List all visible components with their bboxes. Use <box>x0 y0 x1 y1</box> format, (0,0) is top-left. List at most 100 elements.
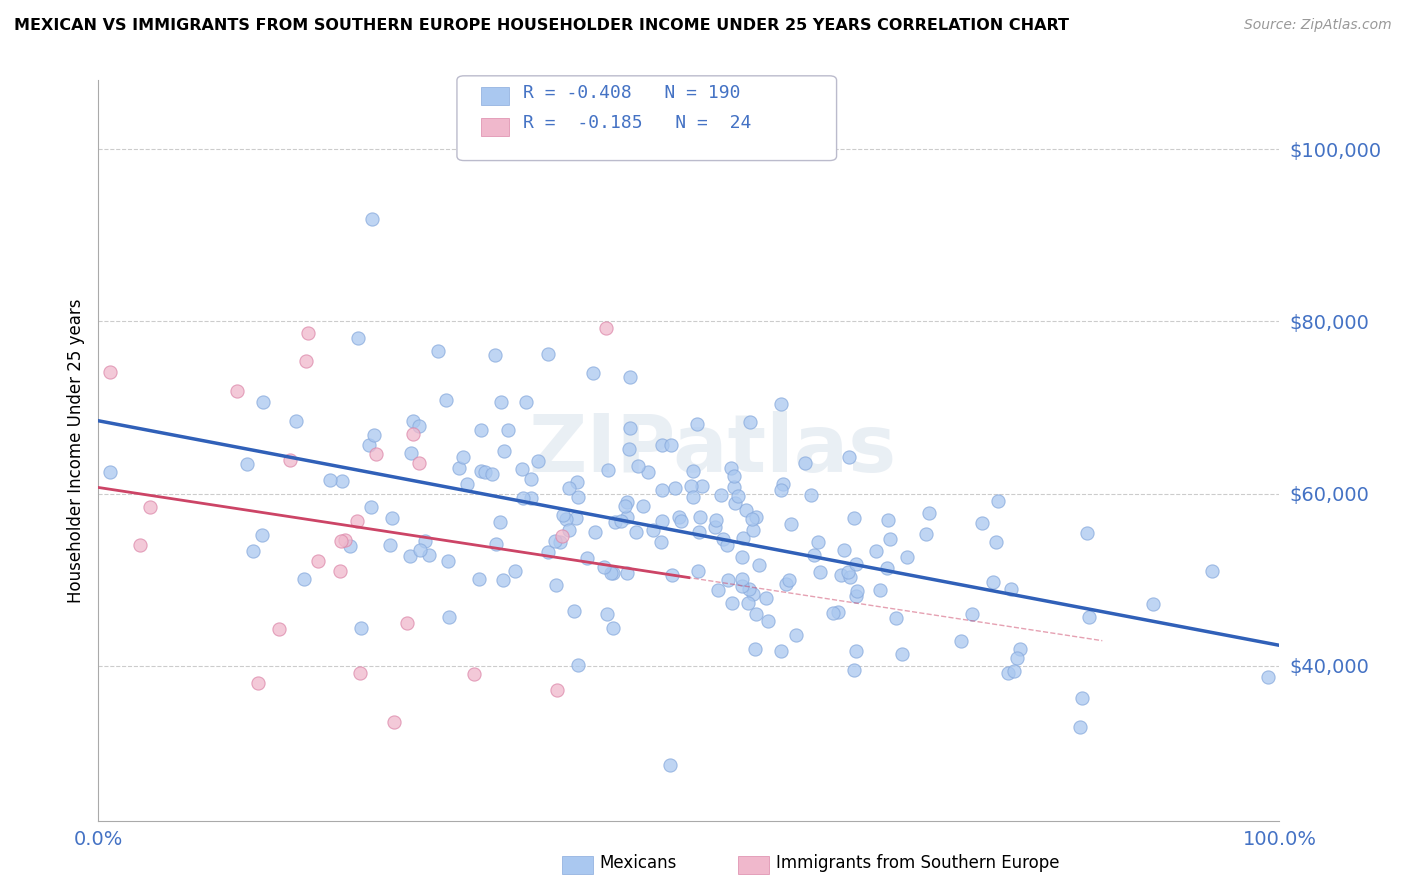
Point <box>668 509 690 524</box>
Point <box>434 392 457 407</box>
Point <box>494 444 516 458</box>
Point <box>661 568 683 582</box>
Point <box>339 539 361 553</box>
Point <box>503 564 526 578</box>
Point <box>360 500 382 514</box>
Point <box>515 395 537 409</box>
Point <box>844 663 866 677</box>
Point <box>641 523 664 537</box>
Point <box>869 582 891 597</box>
Point <box>361 212 384 227</box>
Point <box>567 658 589 673</box>
Point <box>519 491 541 505</box>
Point <box>755 591 778 606</box>
Point <box>984 535 1007 549</box>
Point <box>551 529 574 543</box>
Point <box>669 514 692 528</box>
Point <box>527 454 550 468</box>
Text: Source: ZipAtlas.com: Source: ZipAtlas.com <box>1244 18 1392 32</box>
Point <box>498 423 520 437</box>
Point <box>346 331 368 345</box>
Point <box>877 513 900 527</box>
Point <box>845 644 868 658</box>
Point <box>284 413 307 427</box>
Point <box>395 615 418 630</box>
Point <box>350 621 373 635</box>
Point <box>565 475 588 490</box>
Point <box>333 533 356 548</box>
Point <box>381 510 404 524</box>
Point <box>247 676 270 690</box>
Point <box>382 715 405 730</box>
Point <box>129 538 152 552</box>
Point <box>756 614 779 628</box>
Point <box>650 534 672 549</box>
Point <box>735 503 758 517</box>
Point <box>318 474 340 488</box>
Point <box>1069 720 1091 734</box>
Point <box>737 596 759 610</box>
Point <box>997 665 1019 680</box>
Point <box>720 460 742 475</box>
Point <box>485 536 508 550</box>
Point <box>1000 582 1022 597</box>
Text: Immigrants from Southern Europe: Immigrants from Southern Europe <box>776 855 1060 872</box>
Point <box>744 642 766 657</box>
Point <box>225 384 247 398</box>
Point <box>1078 610 1101 624</box>
Point <box>1002 665 1025 679</box>
Point <box>972 516 994 530</box>
Point <box>981 574 1004 589</box>
Y-axis label: Householder Income Under 25 years: Householder Income Under 25 years <box>66 298 84 603</box>
Point <box>742 523 765 537</box>
Point <box>489 395 512 409</box>
Point <box>295 354 318 368</box>
Point <box>1142 597 1164 611</box>
Point <box>738 582 761 597</box>
Point <box>707 583 730 598</box>
Point <box>236 458 259 472</box>
Point <box>741 512 763 526</box>
Point <box>727 490 749 504</box>
Point <box>745 607 768 621</box>
Point <box>292 573 315 587</box>
Point <box>558 523 581 537</box>
Point <box>567 490 589 504</box>
Point <box>846 584 869 599</box>
Point <box>808 566 831 580</box>
Point <box>418 548 440 562</box>
Point <box>456 476 478 491</box>
Point <box>830 567 852 582</box>
Point <box>616 509 638 524</box>
Point <box>600 566 623 580</box>
Point <box>704 513 727 527</box>
Point <box>778 573 800 587</box>
Point <box>402 426 425 441</box>
Point <box>603 515 626 529</box>
Point <box>711 532 734 546</box>
Point <box>408 456 430 470</box>
Point <box>619 370 641 384</box>
Point <box>745 509 768 524</box>
Point <box>520 472 543 486</box>
Point <box>731 549 754 564</box>
Point <box>363 427 385 442</box>
Point <box>838 450 860 464</box>
Point <box>583 525 606 540</box>
Point <box>731 579 754 593</box>
Point <box>721 596 744 610</box>
Point <box>413 534 436 549</box>
Point <box>659 757 682 772</box>
Point <box>682 490 704 504</box>
Point <box>827 605 849 619</box>
Point <box>723 468 745 483</box>
Point <box>602 566 624 581</box>
Point <box>330 474 353 488</box>
Point <box>631 499 654 513</box>
Point <box>717 573 740 587</box>
Point <box>688 524 710 539</box>
Point <box>1010 642 1032 657</box>
Point <box>297 326 319 341</box>
Point <box>724 496 747 510</box>
Point <box>598 463 620 477</box>
